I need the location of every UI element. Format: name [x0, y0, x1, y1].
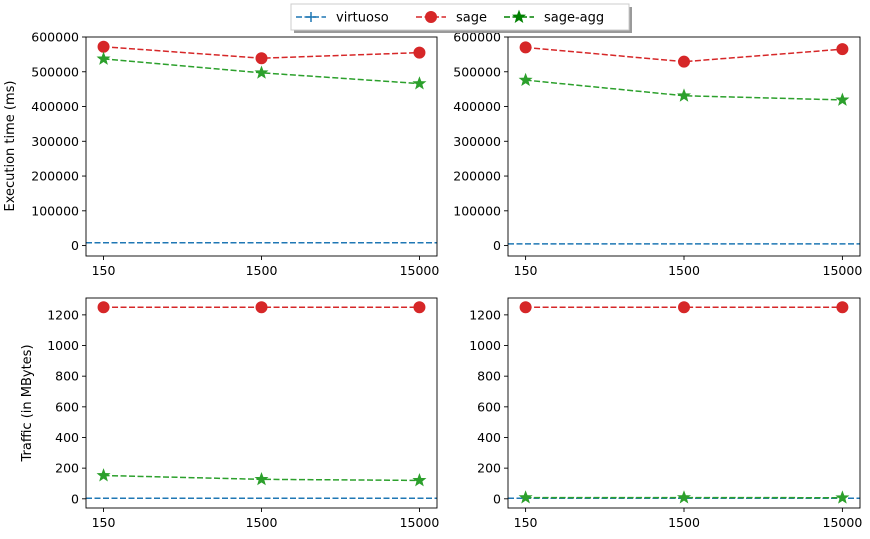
- series-sage_agg: [518, 72, 850, 106]
- y-tick-label: 400: [55, 430, 79, 445]
- y-tick-label: 200000: [453, 169, 501, 184]
- y-axis-label: Traffic (in MBytes): [20, 344, 35, 462]
- x-tick-label: 15000: [823, 263, 863, 278]
- legend-frame: [290, 3, 630, 31]
- data-point-sage_agg: [677, 490, 691, 504]
- legend-entry-virtuoso: virtuoso: [296, 11, 389, 26]
- y-tick-label: 200000: [31, 169, 79, 184]
- legend-entry-sage_agg: sage-agg: [504, 9, 604, 26]
- x-tick-label: 1500: [668, 515, 700, 530]
- data-point-sage: [836, 301, 849, 314]
- y-tick-label: 400000: [31, 99, 79, 114]
- y-tick-label: 800: [55, 369, 79, 384]
- series-sage_agg: [96, 51, 427, 90]
- subplot-top-left: 150 1500 15000 0 100000 200000 300000 400000 500…: [3, 30, 439, 279]
- series-sage: [97, 40, 426, 65]
- data-point-sage: [519, 41, 532, 54]
- data-point-sage: [97, 40, 110, 53]
- data-point-sage_agg: [518, 72, 533, 87]
- data-point-sage_agg: [835, 490, 850, 504]
- series-sage: [519, 301, 849, 314]
- x-tick-label: 150: [514, 263, 538, 278]
- y-tick-label: 500000: [31, 64, 79, 79]
- y-tick-label: 1000: [47, 338, 79, 353]
- y-tick-label: 1200: [469, 307, 501, 322]
- data-point-sage: [413, 46, 426, 59]
- data-point-sage_agg: [677, 88, 691, 102]
- data-point-sage: [678, 301, 690, 314]
- subplot-bottom-left: 150 1500 15000 0 200 400 600 800 1000 1200 Traffic…: [20, 297, 440, 530]
- y-tick-label: 200: [55, 461, 79, 476]
- y-tick-label: 100000: [31, 203, 79, 218]
- data-point-sage_agg: [412, 76, 427, 90]
- x-tick-label: 1500: [246, 515, 278, 530]
- series-line-sage: [525, 46, 843, 63]
- data-point-sage: [519, 301, 532, 314]
- series-sage: [519, 41, 849, 68]
- series-sage_agg: [96, 468, 427, 487]
- y-tick-label: 600: [477, 399, 501, 414]
- y-tick-label: 0: [71, 238, 79, 253]
- y-tick-label: 800: [477, 369, 501, 384]
- data-point-sage: [97, 301, 110, 314]
- y-tick-label: 1200: [47, 307, 79, 322]
- y-tick-label: 600: [55, 399, 79, 414]
- y-tick-label: 600000: [453, 30, 501, 45]
- axes-frame: [507, 36, 861, 257]
- y-tick-label: 100000: [453, 203, 501, 218]
- y-tick-label: 600000: [31, 30, 79, 45]
- y-tick-label: 0: [493, 491, 501, 506]
- data-point-sage: [413, 301, 426, 314]
- legend-entry-sage: sage: [416, 11, 487, 26]
- x-tick-label: 15000: [400, 263, 440, 278]
- x-tick-label: 150: [514, 515, 538, 530]
- axes-frame: [507, 297, 861, 509]
- data-point-sage_agg: [835, 92, 850, 106]
- subplot-bottom-right: 150 1500 15000 0 200 400 600 800 1000 1200: [469, 297, 863, 530]
- x-tick-label: 15000: [400, 515, 440, 530]
- legend-label: sage-agg: [544, 11, 604, 26]
- y-tick-label: 200: [477, 461, 501, 476]
- series-line-sage_agg: [525, 79, 843, 101]
- y-tick-label: 400: [477, 430, 501, 445]
- data-point-sage: [255, 301, 268, 314]
- data-point-sage_agg: [254, 471, 269, 486]
- x-tick-label: 150: [92, 515, 116, 530]
- data-point-sage: [836, 43, 849, 56]
- y-axis-label: Execution time (ms): [3, 80, 18, 211]
- data-point-sage_agg: [254, 65, 269, 79]
- data-point-sage_agg: [412, 473, 427, 487]
- x-tick-label: 1500: [246, 263, 278, 278]
- x-tick-label: 15000: [823, 515, 863, 530]
- legend-label: sage: [456, 11, 487, 26]
- y-tick-label: 0: [493, 238, 501, 253]
- legend-marker-sage_agg: [512, 9, 526, 23]
- y-tick-label: 1000: [469, 338, 501, 353]
- x-tick-label: 150: [92, 263, 116, 278]
- series-sage: [97, 301, 426, 314]
- y-tick-label: 300000: [453, 134, 501, 149]
- data-point-sage: [255, 52, 268, 65]
- legend-marker-virtuoso: [306, 12, 316, 22]
- legend: virtuoso sage sage-agg: [290, 3, 632, 33]
- legend-marker-sage: [425, 11, 437, 23]
- data-point-sage_agg: [518, 490, 533, 504]
- y-tick-label: 300000: [31, 134, 79, 149]
- data-point-sage_agg: [96, 51, 111, 65]
- data-point-sage: [678, 55, 690, 68]
- x-tick-label: 1500: [668, 263, 700, 278]
- subplot-top-right: 150 1500 15000 0 100000 200000 300000 400000 500…: [453, 30, 862, 279]
- series-sage_agg: [518, 490, 850, 504]
- y-tick-label: 400000: [453, 99, 501, 114]
- y-tick-label: 500000: [453, 64, 501, 79]
- data-point-sage_agg: [96, 468, 111, 482]
- y-tick-label: 0: [71, 491, 79, 506]
- legend-label: virtuoso: [336, 11, 389, 26]
